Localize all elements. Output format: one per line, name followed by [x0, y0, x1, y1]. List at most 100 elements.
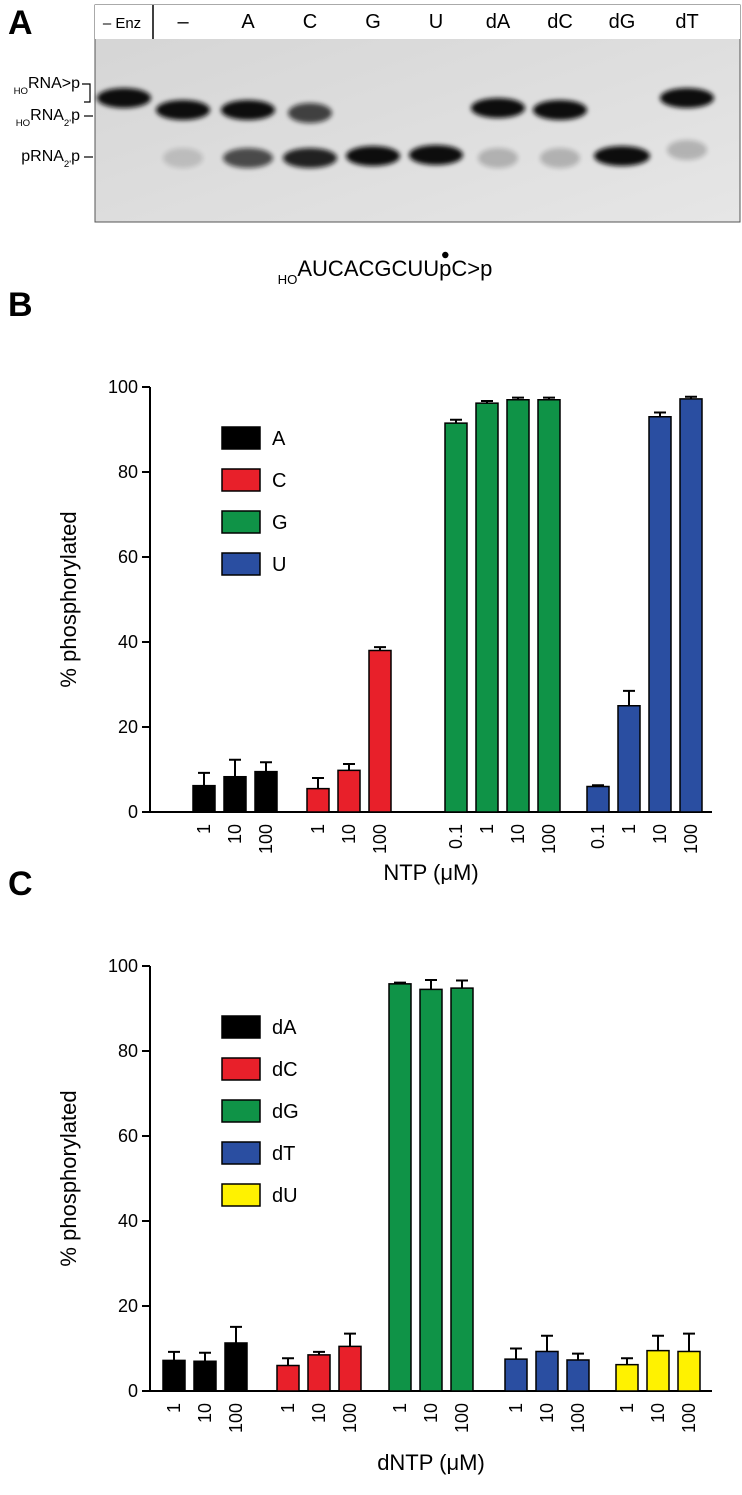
y-tick-label: 40 [118, 632, 138, 652]
panel-label: B [8, 286, 33, 324]
x-tick-label: 100 [568, 1403, 588, 1433]
x-tick-label: 10 [648, 1403, 668, 1423]
bar [254, 770, 278, 813]
x-tick-label: 1 [390, 1403, 410, 1413]
error-bar [343, 762, 355, 771]
bar [307, 1354, 331, 1392]
error-bar [344, 1332, 356, 1347]
legend-swatch [221, 1099, 261, 1123]
error-bar [623, 689, 635, 706]
label-part: p [71, 107, 80, 124]
x-tick-label: 0.1 [588, 824, 608, 849]
error-bar [312, 777, 324, 789]
x-tick-label: 100 [256, 824, 276, 854]
gel-band [660, 88, 714, 108]
bar [368, 649, 392, 813]
x-tick-label: 100 [539, 824, 559, 854]
label-part: HO [278, 272, 298, 287]
error-bar [199, 1351, 211, 1362]
bar [504, 1358, 528, 1392]
error-bar [450, 418, 462, 424]
error-bar [654, 411, 666, 417]
legend-swatch [221, 1141, 261, 1165]
y-tick-label: 20 [118, 717, 138, 737]
x-tick-label: 10 [309, 1403, 329, 1423]
bar [224, 1342, 248, 1392]
x-tick-label: 1 [617, 1403, 637, 1413]
error-bar [481, 400, 493, 404]
x-tick-label: 100 [370, 824, 390, 854]
lane-label: C [303, 11, 317, 33]
gel-band [533, 100, 587, 120]
x-tick-label: 10 [537, 1403, 557, 1423]
legend-swatch [221, 552, 261, 576]
y-tick-label: 40 [118, 1211, 138, 1231]
error-bar [282, 1357, 294, 1366]
error-bar [168, 1350, 180, 1361]
bar [444, 422, 468, 813]
y-tick-label: 80 [118, 1041, 138, 1061]
gel-band [288, 103, 332, 123]
error-bar [652, 1334, 664, 1351]
legend-label: dU [272, 1185, 298, 1207]
bar [388, 983, 412, 1392]
label-part: AUCACGCUU [297, 256, 439, 281]
gel-band [346, 146, 400, 166]
bar [193, 1360, 217, 1392]
legend-swatch [221, 426, 261, 450]
legend-swatch [221, 468, 261, 492]
lane-label: dA [486, 11, 511, 33]
x-tick-label: 1 [164, 1403, 184, 1413]
lane-label: A [241, 11, 255, 33]
bar [223, 775, 247, 813]
bar [276, 1364, 300, 1392]
bar [679, 398, 703, 813]
gel-band [478, 148, 518, 168]
error-bar [456, 979, 468, 989]
label-part: RNA>p [28, 75, 80, 92]
y-tick-label: 20 [118, 1296, 138, 1316]
x-tick-label: 100 [679, 1403, 699, 1433]
bar [646, 1349, 670, 1392]
bar [450, 987, 474, 1392]
legend-label: dG [272, 1101, 299, 1123]
bar [192, 784, 216, 813]
bar [617, 705, 641, 813]
x-tick-label: 1 [619, 824, 639, 834]
error-bar [313, 1350, 325, 1355]
gel-header [95, 5, 740, 39]
y-tick-label: 60 [118, 547, 138, 567]
y-tick-label: 0 [128, 1381, 138, 1401]
gel-band [163, 148, 203, 168]
bar [506, 399, 530, 813]
x-tick-label: 10 [225, 824, 245, 844]
label-part: HO [16, 118, 30, 129]
y-tick-label: 60 [118, 1126, 138, 1146]
label-part: p [439, 256, 451, 281]
y-tick-label: 80 [118, 462, 138, 482]
y-tick-label: 100 [108, 956, 138, 976]
label-part: RNA [30, 107, 64, 124]
legend-label: U [272, 554, 286, 576]
lane-label: dG [609, 11, 636, 33]
x-axis-label: NTP (μM) [383, 860, 478, 885]
panel-label: C [8, 865, 33, 903]
bar [566, 1359, 590, 1392]
y-tick-label: 0 [128, 802, 138, 822]
bar [648, 416, 672, 813]
lane-label: – Enz [103, 15, 141, 32]
error-bar [543, 396, 555, 400]
x-tick-label: 1 [194, 824, 214, 834]
error-bar [394, 981, 406, 984]
x-tick-label: 1 [477, 824, 497, 834]
error-bar [512, 396, 524, 400]
bar [162, 1359, 186, 1392]
bar [306, 787, 330, 813]
bar [677, 1350, 701, 1392]
bar [586, 785, 610, 813]
label-part: HO [14, 86, 28, 97]
legend-swatch [221, 1057, 261, 1081]
legend-label: dC [272, 1059, 298, 1081]
gel-band [156, 100, 210, 120]
label-part: 2' [64, 118, 71, 129]
